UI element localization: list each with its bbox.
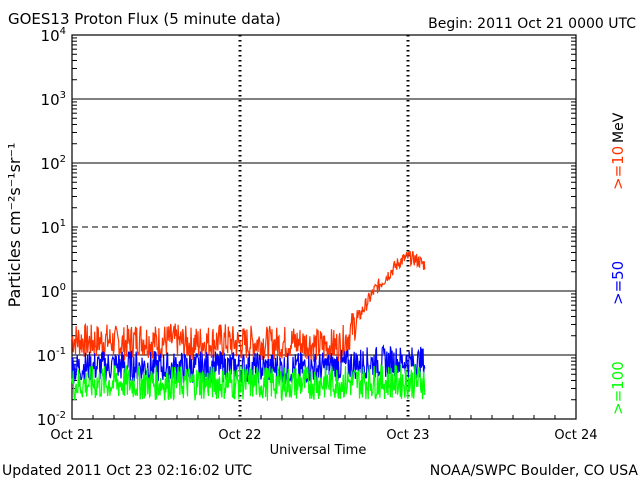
y-tick-label: 101 bbox=[41, 218, 66, 237]
y-tick-label: 103 bbox=[41, 90, 66, 109]
y-tick-label: 104 bbox=[41, 26, 66, 45]
y-tick-label: 102 bbox=[41, 154, 66, 173]
y-tick-label: 10-1 bbox=[37, 346, 66, 365]
begin-time: Begin: 2011 Oct 21 0000 UTC bbox=[428, 16, 636, 32]
series-line-ge10 bbox=[71, 251, 426, 364]
series-line-ge50 bbox=[71, 344, 426, 385]
x-tick-label: Oct 24 bbox=[554, 428, 597, 443]
updated-time: Updated 2011 Oct 23 02:16:02 UTC bbox=[2, 463, 252, 479]
y-tick-label: 10-2 bbox=[37, 410, 66, 429]
series-line-ge100 bbox=[71, 364, 426, 401]
y-tick-label: 100 bbox=[41, 282, 66, 301]
chart-title: GOES13 Proton Flux (5 minute data) bbox=[8, 10, 281, 28]
legend-entry-ge10: >=10 bbox=[609, 146, 627, 190]
legend-entry-ge50: >=50 bbox=[609, 261, 627, 305]
legend-unit: MeV bbox=[611, 112, 627, 143]
x-tick-label: Oct 23 bbox=[386, 428, 429, 443]
y-axis-label: Particles cm⁻²s⁻¹sr⁻¹ bbox=[5, 143, 24, 308]
x-tick-label: Oct 22 bbox=[218, 428, 261, 443]
legend-entry-ge100: >=100 bbox=[609, 361, 627, 415]
x-axis-label: Universal Time bbox=[270, 443, 367, 458]
x-tick-label: Oct 21 bbox=[50, 428, 93, 443]
credit-text: NOAA/SWPC Boulder, CO USA bbox=[430, 463, 639, 479]
